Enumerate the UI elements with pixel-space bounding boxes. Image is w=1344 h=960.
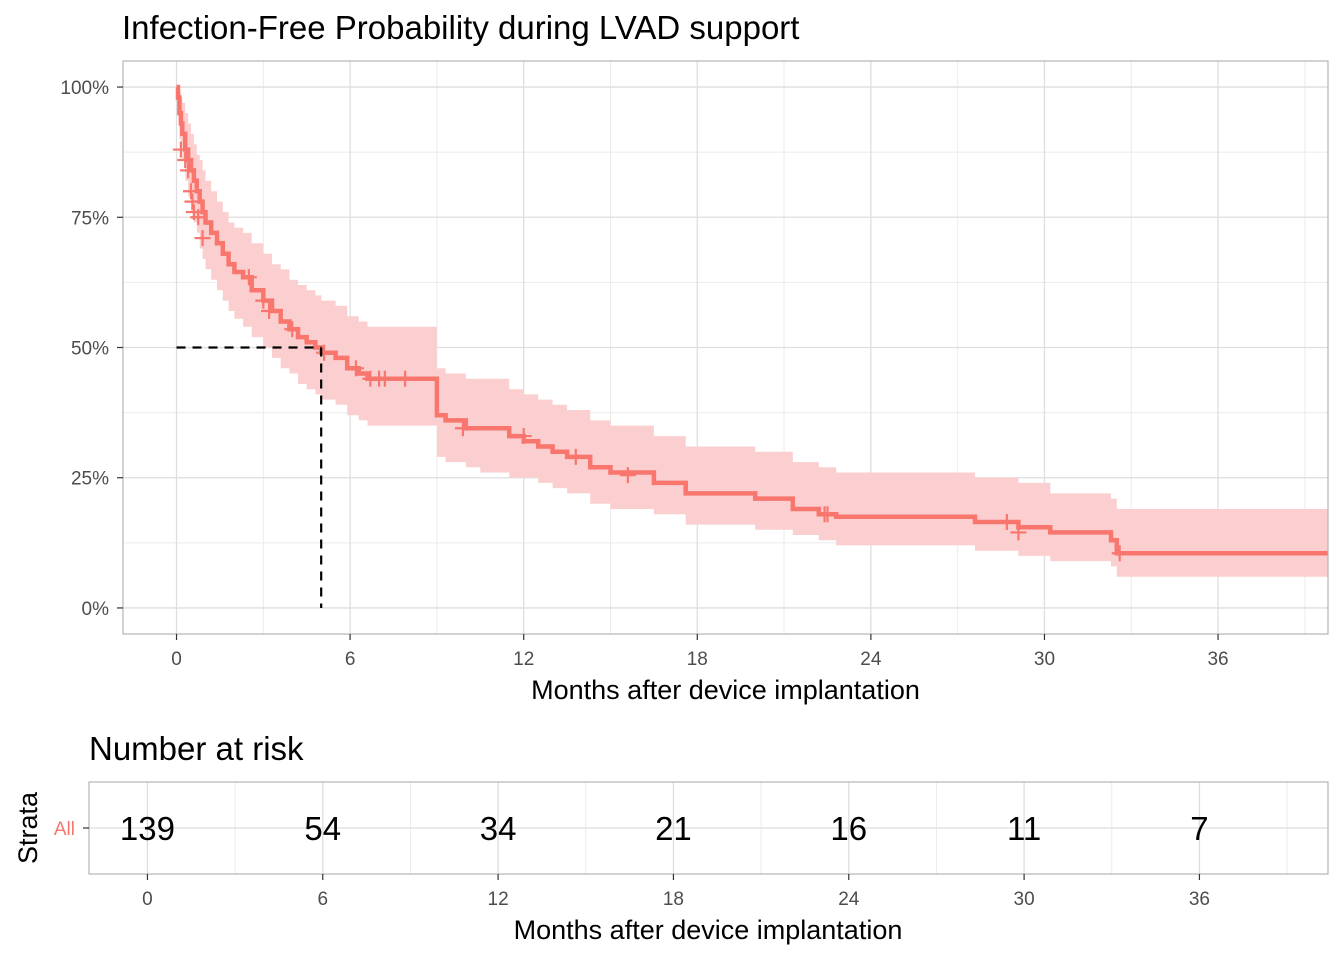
risk-value: 16 — [830, 810, 867, 847]
km-y-tick-label: 25% — [71, 469, 109, 490]
risk-table-title: Number at risk — [89, 730, 304, 767]
km-x-tick-label: 18 — [687, 649, 708, 670]
km-x-tick-label: 12 — [513, 649, 534, 670]
risk-x-tick-label: 24 — [838, 889, 860, 910]
risk-x-axis: 0 6 12 18 24 30 36 — [142, 874, 1210, 910]
risk-x-tick-label: 36 — [1189, 889, 1210, 910]
risk-value: 7 — [1190, 810, 1208, 847]
risk-value: 54 — [304, 810, 341, 847]
km-confidence-band — [176, 87, 1328, 577]
km-censor-mark — [180, 162, 197, 179]
risk-x-tick-label: 12 — [488, 889, 509, 910]
km-censor-mark — [184, 193, 201, 210]
km-x-tick-label: 30 — [1034, 649, 1055, 670]
risk-value: 21 — [655, 810, 692, 847]
km-x-tick-label: 24 — [860, 649, 882, 670]
km-censor-mark — [284, 321, 301, 338]
km-y-tick-label: 75% — [71, 208, 109, 229]
risk-strata-label: Strata — [13, 791, 43, 864]
km-censor-mark — [567, 448, 584, 465]
km-censor-mark — [177, 151, 194, 168]
risk-value: 139 — [120, 810, 175, 847]
risk-x-tick-label: 30 — [1014, 889, 1035, 910]
km-censor-mark — [1010, 524, 1027, 541]
km-censor-mark — [454, 420, 471, 437]
km-x-tick-label: 36 — [1207, 649, 1228, 670]
km-censor-mark — [172, 141, 189, 158]
risk-x-tick-label: 0 — [142, 889, 153, 910]
km-y-axis: 0% 25% 50% 75% 100% — [60, 78, 123, 620]
risk-value: 34 — [480, 810, 517, 847]
km-censor-mark — [397, 370, 414, 387]
risk-value: 11 — [1007, 810, 1041, 847]
km-censor-mark — [347, 360, 364, 377]
km-x-tick-label: 6 — [345, 649, 356, 670]
km-censor-marks — [172, 141, 1128, 562]
km-y-tick-label: 0% — [82, 599, 110, 620]
km-censor-mark — [819, 506, 836, 523]
km-censor-mark — [261, 303, 278, 320]
risk-x-tick-label: 6 — [317, 889, 328, 910]
km-censor-mark — [182, 183, 199, 200]
km-censor-mark — [1111, 545, 1128, 562]
risk-x-tick-label: 18 — [663, 889, 684, 910]
km-x-axis-label: Months after device implantation — [531, 675, 920, 705]
km-x-axis: 0 6 12 18 24 30 36 — [171, 634, 1229, 670]
km-censor-mark — [240, 269, 257, 286]
km-censor-mark — [255, 292, 272, 309]
km-censor-mark — [376, 370, 393, 387]
km-censor-mark — [190, 209, 207, 226]
km-censor-mark — [515, 428, 532, 445]
risk-strata-axis: All — [54, 819, 89, 840]
km-x-tick-label: 0 — [171, 649, 182, 670]
risk-grid — [89, 782, 1328, 874]
km-censor-mark — [316, 344, 333, 361]
km-y-tick-label: 50% — [71, 339, 109, 360]
km-censor-mark — [619, 467, 636, 484]
risk-strata-label-all: All — [54, 819, 75, 840]
km-y-tick-label: 100% — [60, 78, 109, 99]
km-median-lines — [176, 346, 323, 608]
risk-values: 139 54 34 21 16 11 7 — [120, 810, 1209, 847]
km-chart-title: Infection-Free Probability during LVAD s… — [122, 9, 799, 46]
km-censor-mark — [194, 230, 211, 247]
risk-x-axis-label: Months after device implantation — [514, 915, 903, 945]
km-confidence-band-area — [176, 87, 1328, 577]
km-censor-mark — [998, 514, 1015, 531]
